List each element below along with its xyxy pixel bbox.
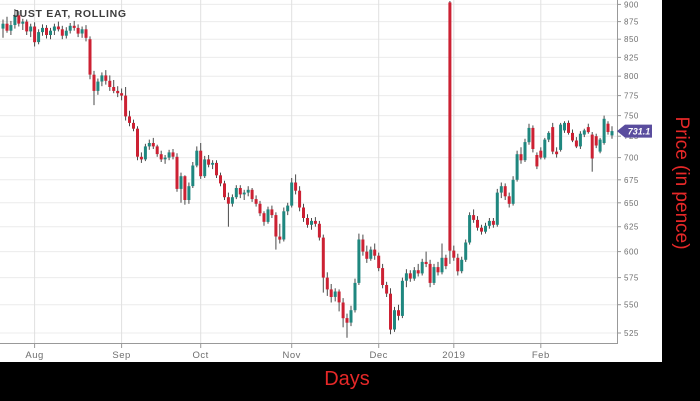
svg-text:Aug: Aug bbox=[25, 350, 43, 361]
x-axis-title: Days bbox=[324, 368, 370, 390]
svg-text:625: 625 bbox=[624, 223, 639, 232]
axis-lines bbox=[0, 0, 618, 344]
y-tick-labels: 5255505756006256506757007257507758008258… bbox=[617, 0, 639, 338]
svg-text:700: 700 bbox=[624, 154, 639, 163]
candlestick-chart[interactable]: 5255505756006256506757007257507758008258… bbox=[0, 0, 662, 362]
svg-text:750: 750 bbox=[624, 112, 639, 121]
last-price-tag: 731.1 bbox=[617, 124, 652, 138]
svg-text:600: 600 bbox=[624, 248, 639, 257]
svg-text:775: 775 bbox=[624, 92, 639, 101]
svg-text:800: 800 bbox=[624, 72, 639, 81]
svg-text:731.1: 731.1 bbox=[628, 126, 651, 136]
y-gridlines bbox=[0, 3, 617, 334]
svg-text:Dec: Dec bbox=[369, 350, 387, 361]
svg-text:Sep: Sep bbox=[112, 350, 130, 361]
svg-text:525: 525 bbox=[624, 329, 639, 338]
svg-text:575: 575 bbox=[624, 274, 639, 283]
svg-text:Nov: Nov bbox=[282, 350, 300, 361]
svg-text:Feb: Feb bbox=[532, 350, 550, 361]
chart-title: JUST EAT, ROLLING bbox=[13, 8, 127, 20]
x-tick-labels: Aug Sep Oct Nov Dec 2019 Feb bbox=[25, 343, 549, 361]
svg-text:650: 650 bbox=[624, 199, 639, 208]
svg-text:550: 550 bbox=[624, 301, 639, 310]
svg-text:2019: 2019 bbox=[442, 350, 465, 361]
chart-panel: 5255505756006256506757007257507758008258… bbox=[0, 0, 662, 362]
candles bbox=[1, 1, 614, 338]
svg-text:Oct: Oct bbox=[193, 350, 209, 361]
svg-text:675: 675 bbox=[624, 176, 639, 185]
svg-text:850: 850 bbox=[624, 35, 639, 44]
svg-text:825: 825 bbox=[624, 53, 639, 62]
svg-text:900: 900 bbox=[624, 0, 639, 9]
y-axis-title: Price (in pence) bbox=[671, 116, 692, 250]
svg-text:875: 875 bbox=[624, 18, 639, 27]
x-gridlines bbox=[34, 0, 542, 343]
